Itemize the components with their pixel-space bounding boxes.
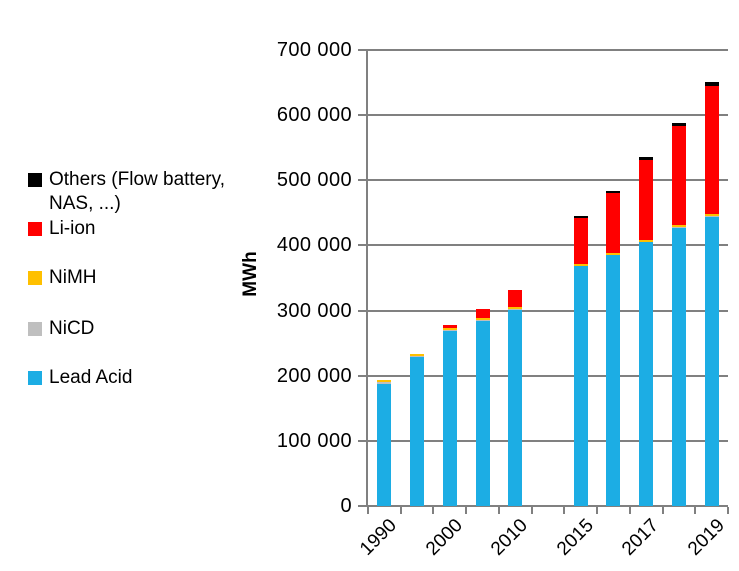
x-tick (629, 507, 631, 514)
x-tick (727, 507, 729, 514)
bar-segment-li-ion-2019 (705, 86, 719, 214)
x-tick-label: 2017 (618, 515, 663, 560)
bar-segment-nicd-2005 (476, 320, 490, 321)
x-tick (432, 507, 434, 514)
bar-segment-li-ion-2016 (606, 193, 620, 253)
y-gridline (368, 49, 728, 51)
bar-segment-others-2016 (606, 191, 620, 193)
bar-segment-lead-2019 (705, 217, 719, 506)
x-tick-label: 2010 (487, 515, 532, 560)
y-gridline (368, 440, 728, 442)
bar-segment-nimh-1995 (410, 354, 424, 356)
x-tick (531, 507, 533, 514)
y-tick-label: 0 (340, 495, 352, 517)
bar-segment-nimh-2017 (639, 240, 653, 242)
legend-label: Li-ion (49, 218, 96, 239)
bar-segment-li-ion-2015 (574, 218, 588, 264)
y-gridline (368, 310, 728, 312)
bar-segment-nicd-2010 (508, 309, 522, 310)
bar-segment-nimh-2018 (672, 225, 686, 227)
bar-segment-lead-2010 (508, 310, 522, 506)
x-tick (662, 507, 664, 514)
bar-segment-lead-2017 (639, 242, 653, 506)
x-tick (694, 507, 696, 514)
x-axis-line (358, 505, 728, 507)
y-tick-label: 600 000 (276, 104, 352, 126)
bar-segment-nimh-2016 (606, 253, 620, 255)
bar-segment-nicd-2000 (443, 330, 457, 331)
bar-segment-others-2018 (672, 123, 686, 126)
y-tick-label: 400 000 (276, 234, 352, 256)
y-tick (358, 179, 368, 181)
bar-segment-li-ion-2017 (639, 160, 653, 240)
y-tick (358, 310, 368, 312)
y-tick (358, 49, 368, 51)
bar-segment-nimh-2005 (476, 318, 490, 320)
x-tick-label: 2019 (684, 515, 729, 560)
y-tick (358, 244, 368, 246)
legend-swatch-li-ion (28, 222, 42, 236)
bar-segment-nimh-2015 (574, 264, 588, 266)
bar-segment-lead-1995 (410, 357, 424, 506)
legend-swatch-lead (28, 371, 42, 385)
bar-segment-others-2015 (574, 216, 588, 218)
legend-swatch-nimh (28, 271, 42, 285)
y-gridline (368, 375, 728, 377)
x-tick (563, 507, 565, 514)
bar-segment-others-2019 (705, 82, 719, 86)
y-gridline (368, 179, 728, 181)
bar-segment-others-2017 (639, 157, 653, 160)
bar-segment-lead-2000 (443, 331, 457, 506)
bar-segment-li-ion-2000 (443, 325, 457, 328)
x-tick-label: 1990 (356, 515, 401, 560)
legend-label: NiMH (49, 267, 97, 288)
bar-segment-nimh-2000 (443, 328, 457, 330)
legend-label: Lead Acid (49, 367, 133, 388)
y-tick-label: 300 000 (276, 300, 352, 322)
bar-segment-li-ion-2010 (508, 290, 522, 307)
y-tick-label: 200 000 (276, 365, 352, 387)
bar-segment-lead-1990 (377, 384, 391, 506)
y-axis-line (366, 49, 368, 507)
x-tick (498, 507, 500, 514)
bar-segment-nimh-1990 (377, 380, 391, 382)
bar-segment-nimh-2010 (508, 307, 522, 309)
legend-item: Li-ion (28, 217, 95, 241)
bar-segment-nicd-1990 (377, 382, 391, 384)
x-tick (596, 507, 598, 514)
x-tick-label: 2000 (422, 515, 467, 560)
legend-swatch-others (28, 173, 42, 187)
legend-item: Lead Acid (28, 366, 132, 390)
x-tick (465, 507, 467, 514)
y-gridline (368, 114, 728, 116)
y-tick-label: 700 000 (276, 39, 352, 61)
legend-swatch-nicd (28, 322, 42, 336)
legend-item: Others (Flow battery, NAS, ...) (28, 168, 244, 216)
bar-segment-lead-2005 (476, 321, 490, 506)
bar-segment-nicd-1995 (410, 356, 424, 357)
bar-segment-nicd-2018 (672, 227, 686, 228)
x-tick (400, 507, 402, 514)
y-tick (358, 440, 368, 442)
y-tick-label: 100 000 (276, 430, 352, 452)
y-tick (358, 114, 368, 116)
y-tick-label: 500 000 (276, 169, 352, 191)
bar-segment-li-ion-2005 (476, 309, 490, 318)
bar-segment-li-ion-2018 (672, 126, 686, 225)
bar-segment-lead-2015 (574, 266, 588, 506)
y-axis-title: MWh (240, 251, 261, 297)
x-tick-label: 2015 (553, 515, 598, 560)
bar-segment-nicd-2019 (705, 216, 719, 217)
legend-item: NiMH (28, 266, 97, 290)
bar-segment-lead-2018 (672, 228, 686, 506)
bar-segment-nimh-2019 (705, 214, 719, 216)
legend-item: NiCD (28, 317, 94, 341)
x-tick (367, 507, 369, 514)
y-gridline (368, 244, 728, 246)
y-tick (358, 375, 368, 377)
legend-label: Others (Flow battery, NAS, ...) (49, 169, 225, 214)
bar-segment-lead-2016 (606, 255, 620, 506)
legend-label: NiCD (49, 318, 95, 339)
